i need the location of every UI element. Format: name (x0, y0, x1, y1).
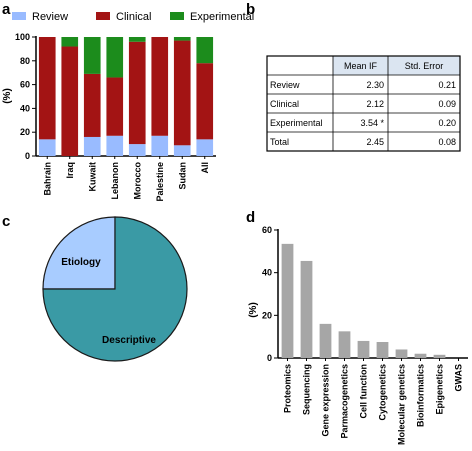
bar-sequencing (300, 260, 313, 358)
y-tick-label: 80 (20, 56, 30, 66)
x-tick-label: Kuwait (87, 162, 97, 192)
bar-proteomics (281, 243, 294, 358)
y-axis-label: (%) (2, 88, 13, 104)
x-tick-label: Proteomics (283, 364, 293, 413)
table-cell-mean-if: 2.12 (366, 99, 384, 109)
bar-experimental-lebanon (106, 37, 124, 78)
x-tick-label: Iraq (65, 162, 75, 179)
x-tick-label: Cell function (359, 364, 369, 419)
x-tick-label: Morocco (132, 162, 142, 200)
panel-label-d: d (246, 209, 255, 226)
y-axis-label: (%) (248, 302, 259, 318)
bar-experimental-iraq (61, 37, 79, 47)
bar-review-all (196, 139, 214, 156)
x-tick-label: Bahrain (42, 162, 52, 196)
bar-experimental-morocco (128, 37, 146, 42)
table-cell-std-error: 0.08 (438, 137, 456, 147)
pie-slice-etiology (42, 216, 116, 290)
plot-area: 0 20 40 60 Proteomics Sequencing Gene expressi… (262, 225, 468, 445)
table-cell-mean-if: 2.30 (366, 80, 384, 90)
bar-experimental-kuwait (83, 37, 101, 74)
bar-clinical-bahrain (38, 37, 56, 140)
y-tick-label: 60 (20, 80, 30, 90)
table-cell-std-error: 0.09 (438, 99, 456, 109)
legend-label: Review (32, 11, 68, 23)
bar-clinical-sudan (173, 40, 191, 146)
x-tick-label: Sequencing (302, 364, 312, 415)
bar-cell-function (357, 340, 370, 358)
x-tick-label: Gene expression (321, 364, 331, 437)
bar-experimental-all (196, 37, 214, 64)
table-cell-std-error: 0.20 (438, 118, 456, 128)
bar-review-morocco (128, 144, 146, 156)
x-tick-label: Cytogenetics (378, 364, 388, 421)
x-tick-label: Palestine (155, 162, 165, 202)
pie-slice-descriptive (42, 216, 188, 362)
bar-clinical-kuwait (83, 73, 101, 137)
plot-area: 0 20 40 60 80 100 Bahrain Iraq Kuwait Lebanon Moro… (15, 32, 216, 202)
legend-label: Clinical (116, 11, 151, 23)
legend-swatch (12, 12, 26, 20)
bar-clinical-iraq (61, 46, 79, 156)
y-tick-label: 20 (262, 310, 272, 320)
bar-clinical-all (196, 63, 214, 140)
bar-review-kuwait (83, 136, 101, 156)
panel-label-a: a (2, 1, 11, 18)
table-cell-mean-if: 3.54 * (360, 118, 384, 128)
table-border (266, 55, 461, 152)
legend: Review Clinical Experimental (12, 11, 254, 23)
y-tick-label: 0 (267, 353, 272, 363)
panel-b-table: Mean IF Std. Error Review 2.30 0.21 Clinical 2… (266, 55, 461, 152)
table-header-cell: Mean IF (344, 61, 378, 71)
legend-swatch (96, 12, 110, 20)
legend-swatch (170, 12, 184, 20)
bar-clinical-palestine (151, 37, 169, 136)
pie-label: Etiology (61, 257, 101, 268)
bar-molecular-genetics (395, 349, 408, 358)
panel-label-c: c (2, 213, 10, 230)
x-tick-label: All (200, 162, 210, 174)
y-tick-label: 60 (262, 225, 272, 235)
panel-label-b: b (246, 1, 255, 18)
x-tick-label: Parmacogenetics (340, 364, 350, 439)
bar-review-palestine (151, 135, 169, 156)
panel-d-bar-chart: (%) 0 20 40 60 Proteomics Sequencing Gene expr… (248, 225, 468, 445)
bar-parmacogenetics (338, 331, 351, 358)
x-tick-label: Lebanon (110, 162, 120, 200)
y-tick-label: 40 (20, 103, 30, 113)
bar-clinical-morocco (128, 41, 146, 145)
table-cell-mean-if: 2.45 (366, 137, 384, 147)
y-tick-label: 40 (262, 268, 272, 278)
x-tick-label: GWAS (454, 364, 464, 392)
bar-clinical-lebanon (106, 77, 124, 136)
table-row-label: Total (270, 137, 289, 147)
x-tick-label: Sudan (177, 162, 187, 190)
legend-label: Experimental (190, 11, 254, 23)
bar-review-bahrain (38, 139, 56, 156)
table-row-label: Experimental (270, 118, 323, 128)
table-header-bg (333, 56, 460, 75)
y-tick-label: 0 (25, 151, 30, 161)
table-cell-std-error: 0.21 (438, 80, 456, 90)
table-row-label: Review (270, 80, 300, 90)
x-tick-label: Bioinformatics (416, 364, 426, 427)
pie-label: Descriptive (102, 335, 156, 346)
bar-bioinformatics (414, 353, 427, 358)
y-tick-label: 20 (20, 127, 30, 137)
bar-experimental-sudan (173, 37, 191, 41)
panel-c-pie-chart: Etiology Descriptive (42, 216, 188, 362)
table-row-label: Clinical (270, 99, 299, 109)
panel-a-stacked-bar-chart: Review Clinical Experimental (%) 0 20 40 60 80… (2, 11, 254, 202)
table-header-cell: Std. Error (405, 61, 444, 71)
bar-gene-expression (319, 323, 332, 358)
bar-epigenetics (433, 354, 446, 358)
bar-review-lebanon (106, 135, 124, 156)
y-tick-label: 100 (15, 32, 30, 42)
bar-cytogenetics (376, 342, 389, 358)
bar-review-sudan (173, 145, 191, 156)
x-tick-label: Molecular genetics (397, 364, 407, 445)
x-tick-label: Epigenetics (435, 364, 445, 415)
